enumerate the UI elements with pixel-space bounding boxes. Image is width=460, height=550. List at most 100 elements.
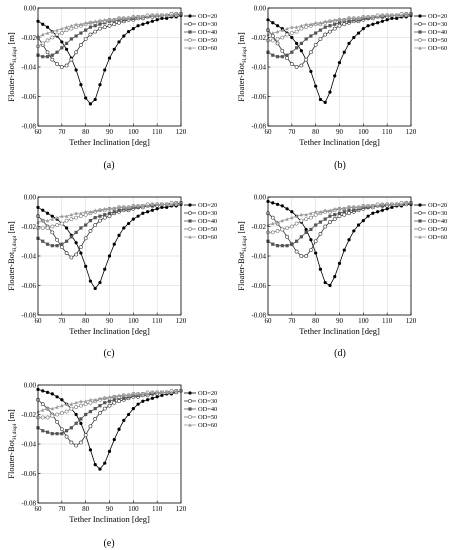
data-point	[45, 211, 50, 215]
y-axis-label-main: Floater-Bot	[6, 251, 16, 291]
data-point	[318, 231, 323, 236]
data-point	[399, 13, 404, 17]
data-point	[122, 16, 126, 20]
data-point	[280, 218, 284, 223]
data-point	[69, 23, 73, 28]
panel-caption: (b)	[334, 160, 346, 171]
data-point	[84, 28, 88, 32]
x-tick-label: 90	[336, 128, 344, 136]
data-point	[93, 208, 97, 212]
data-point	[352, 16, 356, 20]
y-tick-label: -0.02	[21, 411, 36, 419]
data-point	[122, 393, 126, 397]
x-tick-label: 110	[152, 128, 163, 136]
data-point	[280, 48, 285, 53]
data-point	[79, 31, 83, 35]
chart-panel-b: 60 70 80 90 100 110 120 0.00 -0.02 -0.04 -0.06 -0.0…	[236, 4, 447, 171]
data-point	[69, 440, 74, 445]
legend-entry: OD=50	[198, 37, 217, 44]
y-tick-label: 0.00	[254, 193, 267, 201]
data-point	[328, 214, 332, 218]
data-point	[83, 212, 88, 217]
data-point	[69, 406, 74, 411]
data-point	[333, 17, 337, 22]
data-point	[299, 254, 304, 258]
data-point	[299, 49, 303, 53]
data-point	[88, 424, 93, 429]
data-point	[102, 25, 107, 30]
data-point	[64, 409, 69, 414]
data-point	[160, 13, 164, 17]
data-point	[79, 245, 83, 250]
y-axis-label-main: Floater-Bot	[236, 62, 246, 102]
data-point	[328, 24, 332, 28]
data-point	[59, 31, 64, 35]
data-point	[342, 50, 346, 54]
data-point	[174, 389, 178, 393]
y-tick-label: -0.06	[21, 282, 36, 290]
data-point	[308, 50, 313, 55]
data-point	[74, 68, 78, 72]
data-point	[55, 432, 59, 436]
data-point	[55, 237, 59, 242]
x-tick-label: 60	[35, 128, 43, 136]
series-od-60	[266, 12, 413, 37]
data-point	[275, 41, 280, 46]
data-point	[290, 210, 294, 214]
data-point	[45, 218, 50, 223]
data-point	[126, 30, 131, 34]
data-point	[318, 209, 323, 214]
data-point	[337, 21, 342, 25]
x-axis-label: Tether Inclination [deg]	[299, 137, 380, 147]
data-point	[107, 56, 112, 60]
data-point	[74, 34, 78, 38]
data-point	[371, 203, 375, 208]
data-point	[323, 217, 327, 221]
data-point	[69, 426, 73, 430]
data-point	[117, 399, 121, 404]
legend-marker	[418, 203, 422, 207]
y-axis-label-main: Floater-Bot	[6, 62, 16, 102]
data-point	[107, 211, 112, 215]
data-point	[376, 210, 380, 214]
data-point	[150, 390, 154, 394]
data-point	[328, 208, 332, 212]
y-tick-label: 0.00	[24, 381, 37, 389]
data-point	[271, 21, 275, 25]
data-point	[390, 202, 394, 206]
data-point	[295, 41, 299, 46]
data-point	[88, 229, 93, 233]
data-point	[165, 202, 169, 206]
legend-marker	[188, 203, 192, 207]
data-point	[271, 31, 275, 35]
data-point	[41, 22, 45, 26]
data-point	[141, 14, 145, 19]
data-point	[88, 400, 93, 405]
data-point	[376, 14, 380, 19]
data-point	[280, 244, 284, 248]
data-point	[88, 25, 93, 29]
plot-frame	[267, 7, 412, 127]
data-point	[304, 37, 308, 41]
data-point	[50, 214, 54, 218]
data-point	[112, 242, 116, 246]
data-point	[347, 205, 351, 209]
data-point	[299, 23, 303, 28]
data-point	[88, 102, 93, 106]
data-point	[352, 205, 356, 209]
data-point	[136, 391, 140, 396]
data-point	[65, 25, 69, 29]
legend-marker	[418, 14, 422, 18]
data-point	[69, 217, 74, 222]
legend-marker	[188, 211, 192, 215]
data-point	[146, 210, 150, 214]
data-point	[285, 26, 289, 31]
data-point	[93, 286, 97, 291]
data-point	[45, 430, 50, 434]
data-point	[304, 227, 308, 232]
data-point	[79, 399, 83, 403]
data-point	[117, 205, 121, 209]
data-point	[299, 63, 304, 68]
data-point	[333, 213, 337, 217]
data-point	[74, 421, 78, 425]
